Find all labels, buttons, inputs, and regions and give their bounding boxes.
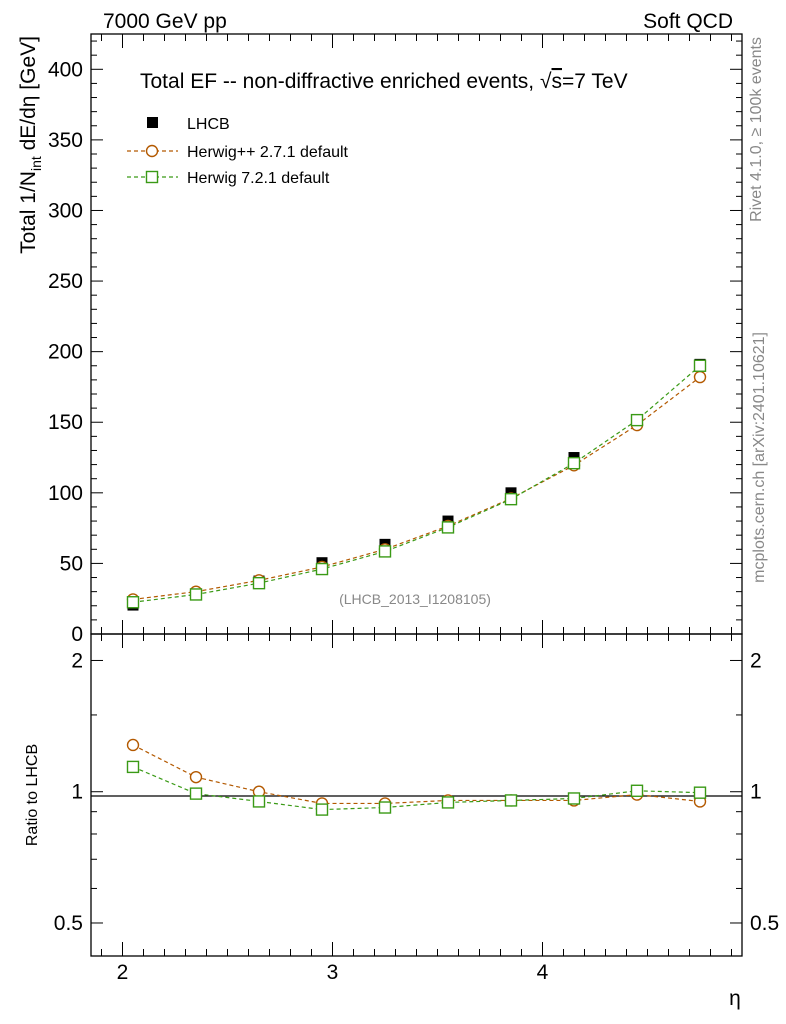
plot-title-main: Total EF -- non-diffractive enriched eve… (140, 70, 540, 93)
ratio-y-tick-label: 0.5 (54, 912, 83, 935)
ratio-y-axis-label: Ratio to LHCB (24, 744, 41, 846)
ratio-point-1-6 (504, 794, 518, 807)
x-axis-label: η (729, 987, 741, 1010)
ratio-line-0 (132, 744, 701, 805)
data-point-2-0 (126, 596, 140, 609)
ratio-point-1-7 (567, 792, 581, 805)
data-point-2-3 (315, 562, 329, 576)
plot-title: Total EF -- non-diffractive enriched eve… (140, 70, 628, 93)
ratio-point-1-3 (315, 803, 329, 816)
y-label-unit: dE/dη [GeV] (17, 36, 40, 156)
data-point-2-8 (630, 413, 644, 427)
ratio-x-axis: 2 3 4 (101, 634, 732, 984)
y-tick-label: 400 (48, 58, 83, 81)
main-panel: 0 50 100 150 200 250 300 350 400 Total EF -- non… (17, 33, 743, 646)
main-y-axis: 0 50 100 150 200 250 300 350 400 (48, 40, 742, 646)
y-tick-label: 100 (48, 482, 83, 505)
mcplots-label: mcplots.cern.ch [arXiv:2401.10621] (751, 332, 768, 583)
y-tick-label: 300 (48, 199, 83, 222)
ratio-point-1-9 (693, 786, 707, 799)
y-tick-label: 250 (48, 270, 83, 293)
ratio-point-1-4 (378, 801, 392, 814)
legend-marker-lhcb (147, 117, 158, 128)
series-line-1 (132, 376, 701, 601)
main-series-markers (126, 358, 707, 611)
legend-label-herwigpp: Herwig++ 2.7.1 default (187, 144, 349, 161)
rivet-version-label: Rivet 4.1.0, ≥ 100k events (748, 37, 765, 222)
y-label-main: Total 1/N (17, 171, 40, 254)
data-point-2-4 (378, 545, 392, 558)
plot-title-energy: =7 TeV (562, 70, 628, 93)
plot-title-sqrt: √ (540, 70, 552, 93)
legend-label-herwig7: Herwig 7.2.1 default (187, 170, 330, 187)
data-point-2-7 (567, 456, 581, 470)
legend-marker-herwigpp (145, 144, 159, 158)
ratio-y-tick-label-right: 2 (750, 649, 762, 672)
main-y-axis-label: Total 1/Nint dE/dη [GeV] (17, 36, 44, 254)
ratio-series-lines (132, 744, 701, 811)
y-tick-label: 50 (60, 552, 83, 575)
x-tick-label: 2 (117, 961, 129, 984)
legend-label-lhcb: LHCB (187, 116, 230, 133)
plot-title-s: s (552, 70, 563, 93)
process-label: Soft QCD (643, 10, 733, 33)
ratio-point-1-2 (252, 795, 266, 808)
ratio-panel: 0.5 0.5 1 1 2 2 2 3 4 Ratio to LHCB η (24, 633, 779, 1010)
main-x-axis (101, 34, 732, 634)
ratio-series-markers (126, 738, 707, 816)
legend-marker-herwig7 (145, 170, 159, 184)
data-point-2-5 (441, 521, 455, 534)
ratio-line-1 (132, 766, 701, 811)
ratio-y-tick-label-right: 0.5 (750, 912, 779, 935)
ratio-y-axis: 0.5 0.5 1 1 2 2 (54, 649, 779, 935)
ratio-point-1-1 (189, 787, 203, 800)
ratio-y-tick-label: 2 (71, 649, 83, 672)
y-tick-label: 0 (71, 623, 83, 646)
x-tick-label: 4 (537, 961, 549, 984)
series-line-2 (132, 365, 701, 603)
ratio-point-1-5 (441, 796, 455, 809)
y-label-sub: int (28, 156, 44, 171)
ratio-point-0-0 (126, 738, 140, 752)
main-series-lines (132, 365, 701, 603)
ratio-point-1-0 (126, 760, 140, 774)
data-point-1-9 (693, 370, 707, 384)
data-point-2-9 (693, 359, 707, 372)
ratio-point-0-1 (189, 770, 203, 784)
data-point-2-6 (504, 492, 518, 506)
data-point-2-1 (189, 588, 203, 601)
ratio-y-tick-label: 1 (71, 781, 83, 804)
analysis-id-label: (LHCB_2013_I1208105) (339, 591, 491, 607)
collision-energy-label: 7000 GeV pp (103, 10, 227, 33)
ratio-y-tick-label-right: 1 (750, 781, 762, 804)
y-tick-label: 200 (48, 341, 83, 364)
ratio-point-1-8 (630, 784, 644, 797)
legend: LHCB Herwig++ 2.7.1 default Herwig 7.2.1… (127, 116, 349, 187)
x-tick-label: 3 (327, 961, 339, 984)
y-tick-label: 350 (48, 129, 83, 152)
data-point-2-2 (252, 576, 266, 590)
y-tick-label: 150 (48, 411, 83, 434)
ratio-frame (90, 633, 743, 957)
